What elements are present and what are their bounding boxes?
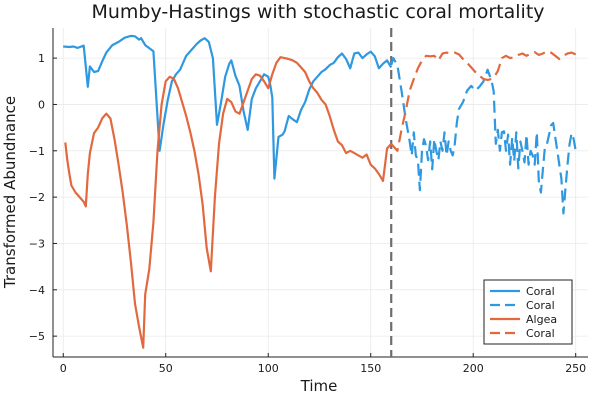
x-tick-label: 0 — [60, 362, 67, 375]
y-tick-label: −4 — [29, 284, 45, 297]
series-line-4 — [390, 50, 577, 152]
y-axis-ticks: −5 −4 −3 −2 −1 0 1 — [29, 52, 57, 343]
series-group — [63, 34, 577, 349]
x-tick-label: 250 — [565, 362, 586, 375]
x-tick-label: 100 — [258, 362, 279, 375]
y-axis-label: Transformed Abundnance — [1, 96, 19, 289]
legend-label: Algea — [526, 313, 557, 326]
x-tick-label: 150 — [360, 362, 381, 375]
legend-label: Coral — [526, 327, 555, 340]
y-tick-label: −2 — [29, 191, 45, 204]
y-tick-label: 1 — [38, 52, 45, 65]
y-tick-label: −3 — [29, 237, 45, 250]
y-tick-label: 0 — [38, 98, 45, 111]
plot-frame — [52, 28, 588, 358]
y-tick-label: −1 — [29, 145, 45, 158]
series-line-2 — [390, 57, 577, 215]
x-tick-label: 50 — [159, 362, 173, 375]
legend-label: Coral — [526, 299, 555, 312]
x-tick-label: 200 — [463, 362, 484, 375]
legend-label: Coral — [526, 285, 555, 298]
series-line-3 — [64, 56, 393, 349]
series-line-1 — [63, 34, 393, 180]
y-tick-label: −5 — [29, 330, 45, 343]
x-axis-label: Time — [300, 377, 338, 395]
x-axis-ticks: 0 50 100 150 200 250 — [60, 353, 586, 375]
chart-title: Mumby-Hastings with stochastic coral mor… — [91, 1, 544, 23]
